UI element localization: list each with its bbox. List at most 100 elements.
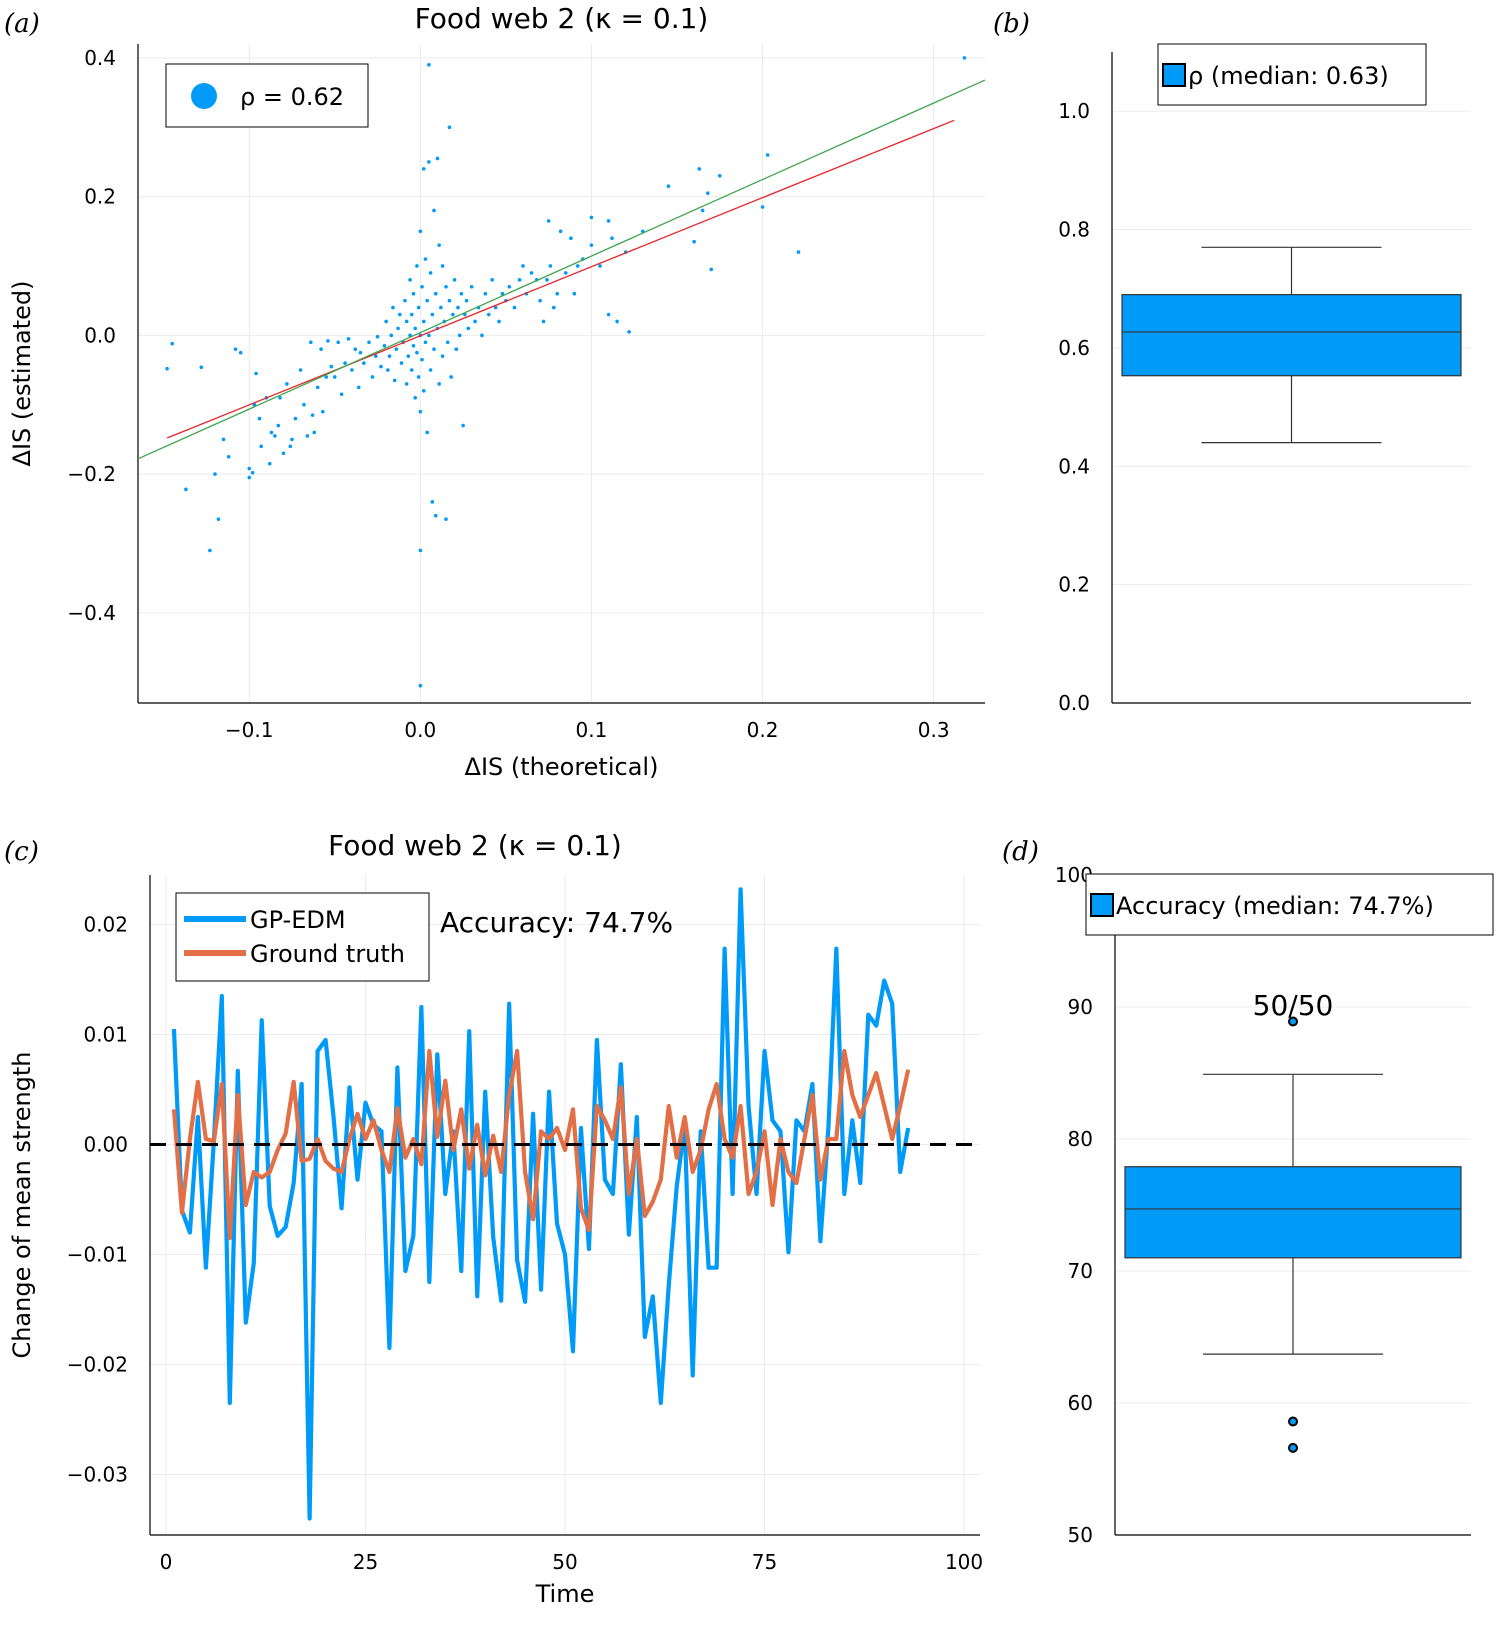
scatter-point [208, 548, 212, 553]
scatter-point [552, 305, 556, 310]
legend-label: ρ (median: 0.63) [1188, 62, 1389, 90]
x-tick-label: −0.1 [225, 718, 274, 742]
scatter-point [425, 430, 429, 435]
legend: GP-EDM Ground truth [175, 892, 430, 982]
scatter-point [430, 312, 435, 317]
scatter-point [433, 291, 438, 296]
scatter-point [267, 461, 272, 466]
x-axis-label: ΔIS (theoretical) [465, 753, 659, 781]
scatter-point [440, 354, 445, 358]
scatter-point [375, 334, 380, 339]
scatter-point [473, 319, 477, 324]
scatter-point [962, 56, 967, 60]
legend-box [175, 892, 430, 982]
scatter-point [394, 347, 399, 352]
scatter-point [382, 343, 387, 348]
x-tick-label: 0 [160, 1550, 173, 1574]
scatter-point [427, 63, 431, 67]
scatter-point [451, 312, 455, 317]
scatter-point [416, 375, 421, 379]
scatter-point [324, 375, 329, 379]
y-tick-label: −0.2 [67, 462, 116, 486]
scatter-point [432, 347, 436, 352]
scatter-point [610, 236, 614, 241]
scatter-point [765, 153, 770, 157]
scatter-point [278, 395, 282, 400]
panel-label-b: (b) [993, 9, 1030, 39]
scatter-point [615, 319, 619, 324]
scatter-point [413, 395, 418, 400]
y-tick-label: 0.8 [1058, 218, 1090, 242]
scatter-point [432, 208, 436, 213]
ground-truth-series [171, 1048, 911, 1241]
scatter-point [298, 368, 303, 372]
outlier-point [1288, 1416, 1298, 1427]
y-axis-label: ΔIS (estimated) [8, 281, 36, 467]
scatter-point [403, 298, 407, 303]
scatter-point [305, 434, 310, 438]
scatter-point [238, 350, 243, 355]
y-tick-label: 0.2 [1058, 573, 1090, 597]
legend-box [1085, 873, 1494, 936]
scatter-point [165, 366, 169, 371]
legend-swatch [1090, 893, 1114, 917]
scatter-point [589, 215, 594, 220]
scatter-point [391, 305, 395, 310]
scatter-point [447, 125, 452, 130]
scatter-point [428, 271, 433, 275]
scatter-point [627, 330, 631, 334]
scatter-point [459, 291, 464, 296]
scatter-point [290, 437, 294, 442]
scatter-point [302, 402, 306, 407]
scatter-point [497, 319, 501, 324]
scatter-point [411, 343, 416, 348]
scatter-point [493, 305, 498, 310]
panel-label-c: (c) [4, 837, 39, 867]
y-tick-label: 0.0 [1058, 691, 1090, 715]
legend-label: Accuracy (median: 74.7%) [1116, 892, 1434, 920]
scatter-point [379, 364, 383, 369]
scatter-point [408, 278, 412, 282]
scatter-point [356, 385, 361, 390]
scatter-point [545, 278, 549, 282]
scatter-point [184, 487, 188, 492]
scatter-point [521, 264, 525, 268]
y-tick-label: 0.4 [1058, 454, 1090, 478]
scatter-point [709, 267, 714, 272]
scatter-point [254, 371, 258, 376]
chart-title: Food web 2 (κ = 0.1) [415, 2, 709, 35]
scatter-point [456, 305, 460, 310]
scatter-point [452, 278, 457, 282]
legend-label: ρ = 0.62 [240, 83, 344, 111]
scatter-point [457, 333, 462, 338]
x-tick-label: 0.0 [404, 718, 436, 742]
scatter-point [439, 305, 443, 310]
scatter-point [421, 319, 426, 324]
scatter-point [558, 229, 563, 234]
scatter-point [486, 312, 491, 317]
scatter-point [423, 257, 428, 261]
scatter-point [415, 264, 419, 268]
scatter-point [507, 284, 512, 289]
scatter-point [427, 160, 431, 164]
scatter-point [226, 454, 231, 459]
scatter-point [329, 364, 334, 369]
scatter-point [435, 156, 440, 161]
scatter-point [433, 513, 438, 518]
scatter-point [449, 375, 453, 379]
scatter-point [717, 174, 722, 178]
scatter-point [760, 205, 765, 209]
y-tick-label: −0.03 [67, 1463, 128, 1487]
scatter-point [418, 683, 423, 688]
scatter-point [343, 361, 347, 365]
scatter-point [598, 264, 602, 268]
fit-line [166, 119, 955, 439]
scatter-point [285, 382, 289, 386]
scatter-point [281, 451, 286, 456]
y-tick-label: 0.01 [83, 1023, 128, 1047]
scatter-point [447, 298, 452, 303]
y-tick-label: 90 [1068, 995, 1093, 1019]
y-tick-label: 50 [1068, 1523, 1093, 1547]
